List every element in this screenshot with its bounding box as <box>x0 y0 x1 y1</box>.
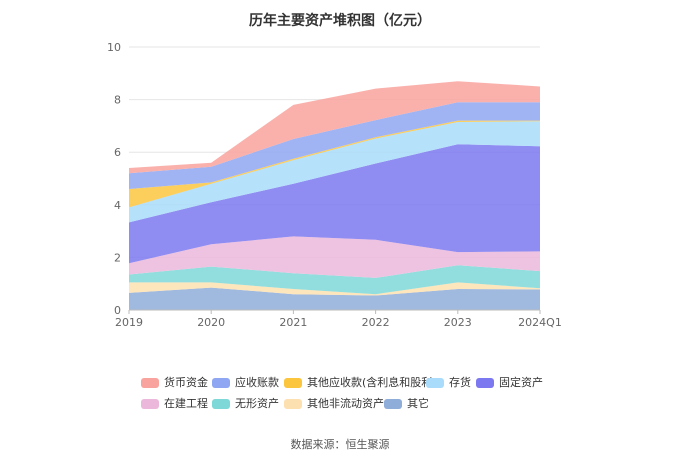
legend-swatch <box>141 399 159 409</box>
area-固定资产 <box>129 144 540 264</box>
legend-item[interactable]: 在建工程 <box>141 397 208 411</box>
area-其他非流动资产 <box>129 282 540 296</box>
legend-label: 其它 <box>407 397 429 410</box>
x-axis <box>128 309 541 314</box>
area-应收账款 <box>129 102 540 189</box>
y-tick-label: 0 <box>114 304 121 317</box>
legend-label: 在建工程 <box>164 397 208 410</box>
legend-swatch <box>284 378 302 388</box>
area-在建工程 <box>129 236 540 278</box>
x-tick-label: 2023 <box>444 316 472 329</box>
x-tick-label: 2024Q1 <box>518 316 562 329</box>
y-tick-label: 8 <box>114 94 121 107</box>
x-tick-label: 2022 <box>362 316 390 329</box>
legend-label: 无形资产 <box>235 397 279 410</box>
x-tick-label: 2019 <box>115 316 143 329</box>
y-tick-label: 4 <box>114 199 121 212</box>
legend-swatch <box>284 399 302 409</box>
y-tick-label: 10 <box>107 41 121 54</box>
legend-label: 其他应收款(含利息和股利) <box>307 376 437 389</box>
data-source: 数据来源：恒生聚源 <box>290 438 390 451</box>
legend-swatch <box>212 378 230 388</box>
legend-swatch <box>384 399 402 409</box>
legend-item[interactable]: 其他应收款(含利息和股利) <box>284 376 437 390</box>
legend-swatch <box>212 399 230 409</box>
legend-item[interactable]: 存货 <box>426 376 471 390</box>
area-其它 <box>129 287 540 310</box>
y-tick-label: 6 <box>114 146 121 159</box>
legend-swatch <box>141 378 159 388</box>
area-series <box>129 81 540 310</box>
legend-item[interactable]: 货币资金 <box>141 376 208 390</box>
area-无形资产 <box>129 265 540 295</box>
legend-item[interactable]: 固定资产 <box>476 376 543 390</box>
x-axis-labels: 2019 2020 2021 2022 2023 2024Q1 <box>115 316 562 329</box>
legend-swatch <box>476 378 494 388</box>
y-tick-label: 2 <box>114 251 121 264</box>
chart-title: 历年主要资产堆积图（亿元） <box>249 13 431 29</box>
legend-item[interactable]: 无形资产 <box>212 397 279 411</box>
legend-label: 存货 <box>449 376 471 389</box>
legend-item[interactable]: 其他非流动资产 <box>284 397 384 411</box>
area-货币资金 <box>129 81 540 174</box>
x-tick-label: 2020 <box>197 316 225 329</box>
legend-label: 应收账款 <box>235 376 279 389</box>
legend-item[interactable]: 其它 <box>384 397 429 411</box>
legend-label: 固定资产 <box>499 376 543 389</box>
y-axis: 0 2 4 6 8 10 <box>107 41 121 317</box>
legend-label: 其他非流动资产 <box>307 397 384 410</box>
x-tick-label: 2021 <box>279 316 307 329</box>
area-存货 <box>129 121 540 223</box>
legend-label: 货币资金 <box>164 376 208 389</box>
legend-item[interactable]: 应收账款 <box>212 376 279 390</box>
legend-swatch <box>426 378 444 388</box>
